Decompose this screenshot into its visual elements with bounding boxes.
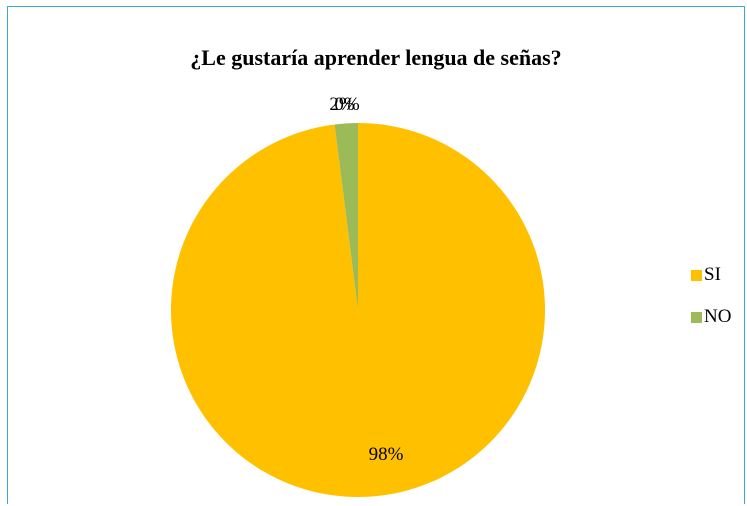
pie-slice-no bbox=[334, 123, 358, 310]
legend-label-no: NO bbox=[704, 306, 732, 327]
chart-title: ¿Le gustaría aprender lengua de señas? bbox=[190, 45, 562, 70]
data-label-si: 98% bbox=[369, 444, 404, 465]
legend-label-si: SI bbox=[704, 264, 721, 285]
data-label-no: 2% bbox=[329, 94, 355, 115]
legend-swatch-no bbox=[691, 311, 702, 323]
legend-swatch-si bbox=[691, 269, 702, 281]
data-label-zero: 0% bbox=[334, 94, 360, 115]
legend-item-si: SI bbox=[691, 264, 731, 286]
pie-slice-si bbox=[170, 123, 545, 497]
chart-legend: SI NO bbox=[691, 264, 731, 348]
legend-item-no: NO bbox=[691, 306, 731, 328]
